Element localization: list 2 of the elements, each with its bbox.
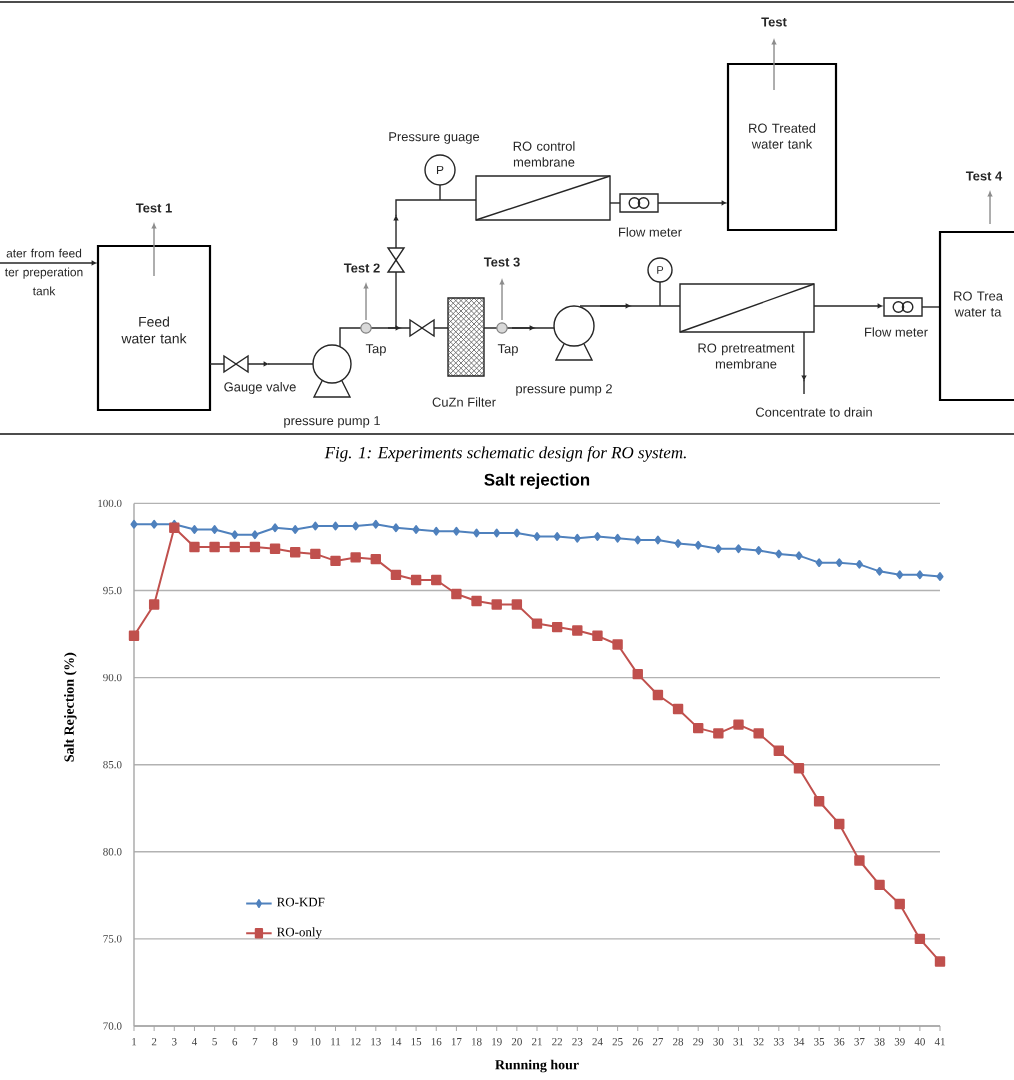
chart-title: Salt rejection bbox=[484, 473, 590, 490]
text: Fig. 1: Experiments schematic design for RO system. bbox=[324, 446, 686, 462]
